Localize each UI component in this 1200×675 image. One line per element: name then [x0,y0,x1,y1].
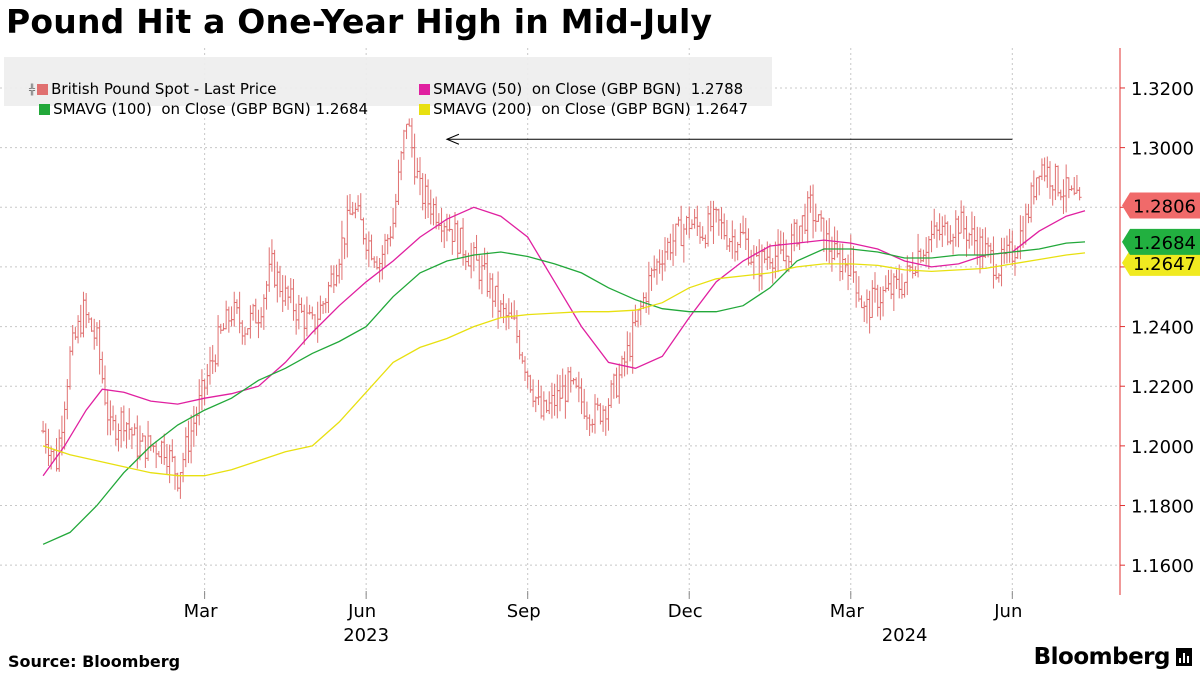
legend-swatch-price [37,84,49,95]
y-tick-label: 1.2400 [1131,318,1194,339]
year-label: 2024 [882,625,928,646]
sma50-line [42,206,1086,477]
legend: ╬ British Pound Spot - Last Price SMAVG (… [4,57,772,118]
legend-swatch-sma50 [419,84,431,95]
sma200-line [42,252,1086,477]
annotation-arrowhead [445,133,460,145]
legend-swatch-sma200 [419,104,431,115]
legend-label-sma50: SMAVG (50) on Close (GBP BGN) 1.2788 [433,80,744,98]
brand-name: Bloomberg [1033,644,1171,670]
y-tick-label: 1.3200 [1131,79,1194,100]
last-price-label: 1.2806 [1133,196,1196,217]
last-price-label-box [1122,192,1200,219]
y-tick-label: 1.1600 [1131,556,1194,577]
candlestick-icon: ╬ [29,85,36,96]
legend-item-sma100: SMAVG (100) on Close (GBP BGN) 1.2684 [20,82,368,136]
series-layer [41,118,1086,545]
source-note: Source: Bloomberg [8,652,181,671]
x-tick-label: Mar [184,601,219,622]
x-tick-label: Jun [347,601,376,622]
sma100-last-label-group: 1.2684 [1122,228,1200,255]
sma100-last-label: 1.2684 [1133,233,1196,254]
y-tick-label: 1.2000 [1131,437,1194,458]
legend-swatch-sma100 [39,104,51,115]
last-price-label-group: 1.2806 [1122,192,1200,219]
year-label: 2023 [343,625,389,646]
x-tick-label: Jun [993,601,1022,622]
brand-logo: Bloomberg [1034,644,1192,670]
chart-title: Pound Hit a One-Year High in Mid-July [6,2,713,41]
sma200-last-label: 1.2647 [1133,254,1196,275]
bloomberg-icon [1176,648,1192,666]
sma100-line [42,241,1086,545]
y-axis: 1.32001.30001.28001.26001.24001.22001.20… [1119,48,1194,595]
y-tick-label: 1.3000 [1131,139,1194,160]
legend-item-sma50: SMAVG (50) on Close (GBP BGN) 1.2788 [400,62,743,116]
x-tick-label: Mar [830,601,865,622]
legend-label-sma100: SMAVG (100) on Close (GBP BGN) 1.2684 [53,100,369,118]
legend-label-sma200: SMAVG (200) on Close (GBP BGN) 1.2647 [433,100,749,118]
legend-label-price: British Pound Spot - Last Price [51,80,277,98]
legend-item-sma200: SMAVG (200) on Close (GBP BGN) 1.2647 [400,82,748,136]
sma200-last-label-box [1122,249,1200,276]
x-tick-label: Dec [668,601,703,622]
legend-item-price: ╬ British Pound Spot - Last Price [10,62,277,118]
sma200-last-label-group: 1.2647 [1122,249,1200,276]
x-tick-label: Sep [507,601,541,622]
annotation-layer [445,133,1013,145]
x-axis: Mar Jun Sep Dec Mar Jun 2023 2024 [184,591,1022,646]
y-tick-label: 1.1800 [1131,497,1194,518]
sma100-last-label-box [1122,228,1200,255]
y-tick-label: 1.2200 [1131,377,1194,398]
